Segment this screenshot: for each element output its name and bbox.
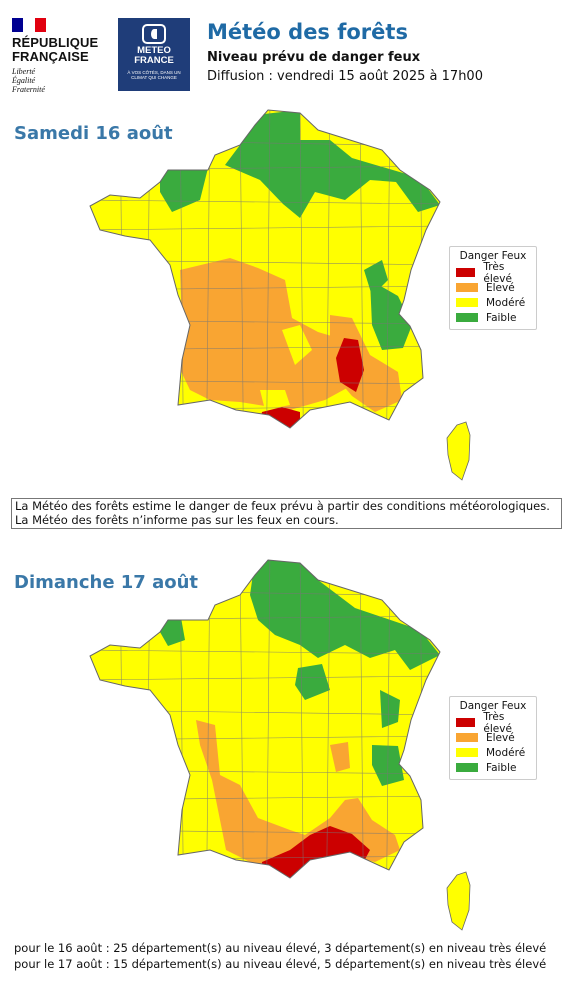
info-line-2: La Météo des forêts n’informe pas sur le… xyxy=(15,512,339,527)
republique-motto: Liberté Égalité Fraternité xyxy=(12,67,102,94)
legend-label: Faible xyxy=(486,761,517,774)
tres-eleve-mediterranean xyxy=(262,826,370,878)
legend-title: Danger Feux xyxy=(459,250,527,262)
swatch-eleve xyxy=(456,733,478,742)
motto-egalite: Égalité xyxy=(12,76,36,85)
legend-sunday: Danger Feux Très élevé Elevé Modéré Faib… xyxy=(449,696,537,780)
swatch-faible xyxy=(456,763,478,772)
diffusion-date: Diffusion : vendredi 15 août 2025 à 17h0… xyxy=(207,69,483,84)
motto-liberte: Liberté xyxy=(12,67,36,76)
legend-item-modere: Modéré xyxy=(456,745,530,760)
meteo-line2: FRANCE xyxy=(134,55,174,66)
swatch-modere xyxy=(456,748,478,757)
legend-label: Très élevé xyxy=(483,260,512,285)
legend-item-modere: Modéré xyxy=(456,295,530,310)
swatch-eleve xyxy=(456,283,478,292)
swatch-modere xyxy=(456,298,478,307)
info-line-1: La Météo des forêts estime le danger de … xyxy=(15,499,550,513)
flag-red-stripe xyxy=(34,18,46,32)
meteo-france-name: METEO FRANCE xyxy=(118,46,190,66)
legend-label: Modéré xyxy=(486,296,526,309)
flag-blue-stripe xyxy=(12,18,24,32)
legend-label: Faible xyxy=(486,311,517,324)
corsica xyxy=(446,871,471,931)
legend-title: Danger Feux xyxy=(459,700,527,712)
legend-item-faible: Faible xyxy=(456,760,530,775)
legend-item-tres-eleve: Très élevé xyxy=(456,711,530,735)
france-outline xyxy=(89,559,441,879)
dept-grid-h xyxy=(90,139,440,411)
flag-white-stripe xyxy=(23,18,35,32)
moderate-patch-2 xyxy=(260,390,290,410)
republique-name: RÉPUBLIQUE FRANÇAISE xyxy=(12,36,102,64)
moderate-patch-1 xyxy=(282,325,312,365)
legend-saturday: Danger Feux Très élevé Elevé Modéré Faib… xyxy=(449,246,537,330)
legend-label: Elevé xyxy=(486,731,515,744)
legend-item-faible: Faible xyxy=(456,310,530,325)
meteo-france-emblem-icon xyxy=(142,24,166,44)
legend-label: Très élevé xyxy=(483,710,512,735)
north-faible xyxy=(250,560,440,670)
info-box: La Météo des forêts estime le danger de … xyxy=(11,498,562,529)
legend-item-eleve: Elevé xyxy=(456,280,530,295)
normandy-faible xyxy=(160,160,208,212)
republique-francaise-logo: RÉPUBLIQUE FRANÇAISE Liberté Égalité Fra… xyxy=(12,18,102,94)
east-faible xyxy=(380,690,400,728)
republique-line1: RÉPUBLIQUE xyxy=(12,35,99,50)
page-title: Météo des forêts xyxy=(207,20,408,44)
east-eleve xyxy=(330,742,350,772)
southwest-eleve xyxy=(178,258,358,410)
france-outline xyxy=(89,109,441,429)
north-faible xyxy=(225,110,440,218)
center-faible xyxy=(295,664,330,700)
page-subtitle: Niveau prévu de danger feux xyxy=(207,50,421,65)
southwest-eleve xyxy=(196,720,400,868)
swatch-tres-eleve xyxy=(456,268,476,277)
legend-item-eleve: Elevé xyxy=(456,730,530,745)
motto-fraternite: Fraternité xyxy=(12,85,45,94)
footer-summary-16: pour le 16 août : 25 département(s) au n… xyxy=(14,941,547,955)
meteo-france-logo: METEO FRANCE À VOS CÔTÉS, DANS UN CLIMAT… xyxy=(118,18,190,91)
fire-danger-map-sunday xyxy=(0,550,579,950)
legend-item-tres-eleve: Très élevé xyxy=(456,261,530,285)
meteo-line1: METEO xyxy=(137,45,171,56)
legend-label: Elevé xyxy=(486,281,515,294)
republique-line2: FRANÇAISE xyxy=(12,49,89,64)
legend-label: Modéré xyxy=(486,746,526,759)
map-sunday-title: Dimanche 17 août xyxy=(14,572,199,593)
meteo-france-tagline: À VOS CÔTÉS, DANS UN CLIMAT QUI CHANGE xyxy=(127,70,181,80)
fire-danger-map-saturday xyxy=(0,100,579,500)
french-flag-icon xyxy=(12,18,46,32)
swatch-tres-eleve xyxy=(456,718,476,727)
corsica xyxy=(446,421,471,481)
dept-grid-h xyxy=(90,589,440,861)
footer-summary-17: pour le 17 août : 15 département(s) au n… xyxy=(14,957,547,971)
map-saturday-title: Samedi 16 août xyxy=(14,123,173,144)
tres-eleve-drome xyxy=(336,338,364,392)
swatch-faible xyxy=(456,313,478,322)
alps-faible xyxy=(370,280,412,350)
